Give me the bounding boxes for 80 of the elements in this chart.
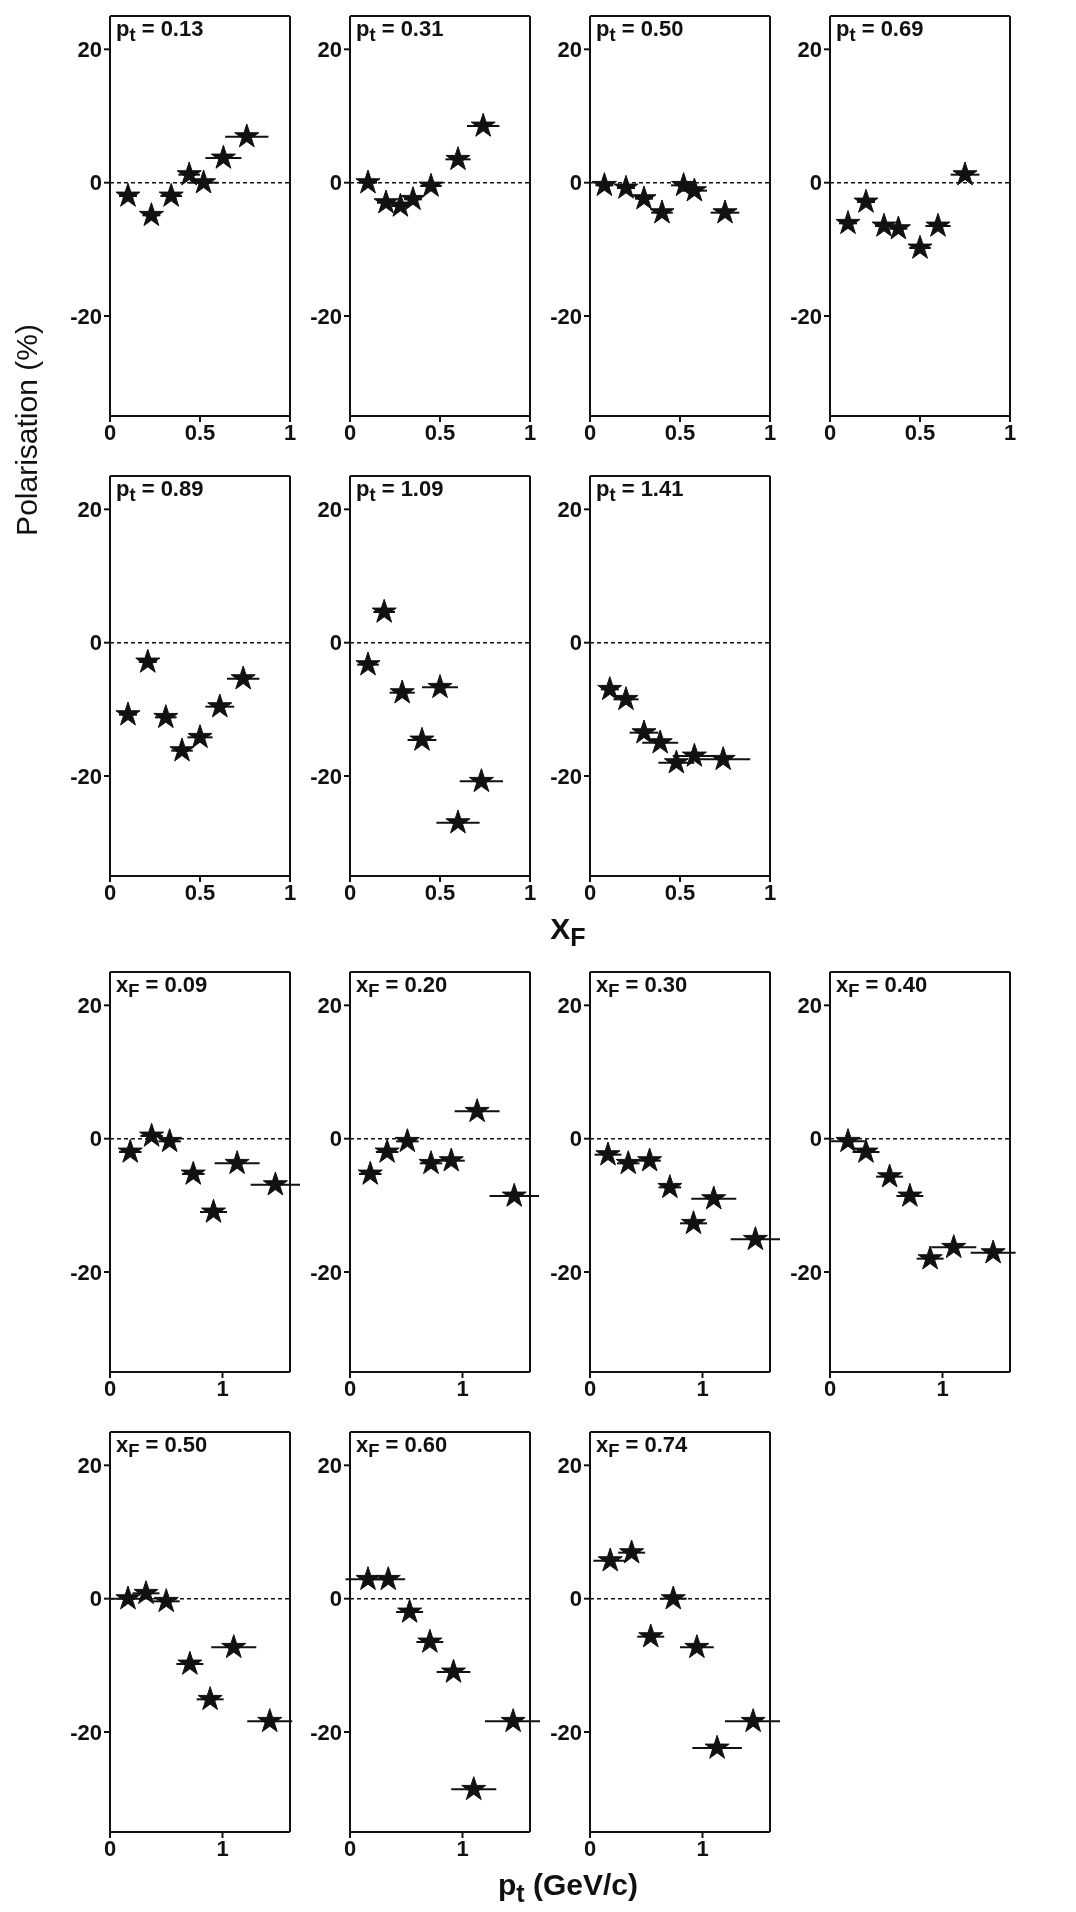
chart-title: p$_{t}$ = 0.50 (596, 16, 684, 46)
y-tick-label: 20 (557, 37, 582, 63)
y-tick-label: -20 (310, 1259, 342, 1285)
chart-title: x$_{F}$ = 0.30 (596, 972, 688, 1002)
y-tick-label: -20 (790, 303, 822, 329)
y-tick-label: -20 (310, 763, 342, 789)
y-tick-label: 20 (77, 37, 102, 63)
y-tick-label: 20 (317, 37, 342, 63)
x-axis-title: X$_{F}$ (549, 912, 587, 952)
x-tick-label: 1 (936, 1375, 949, 1401)
x-tick-label: 1 (523, 419, 537, 445)
x-tick-label: 1 (456, 1375, 469, 1401)
y-tick-label: 0 (569, 170, 582, 196)
x-tick-label: 0.5 (424, 419, 456, 445)
y-tick-label: 0 (569, 1126, 582, 1152)
x-tick-label: 1 (283, 419, 297, 445)
x-tick-label: 1 (216, 1835, 229, 1861)
y-tick-label: -20 (790, 1259, 822, 1285)
x-tick-label: 1 (1003, 419, 1017, 445)
y-tick-label: -20 (550, 763, 582, 789)
x-tick-label: 1 (523, 879, 537, 905)
y-tick-label: 20 (797, 37, 822, 63)
chart-title: x$_{F}$ = 0.60 (356, 1432, 448, 1462)
y-tick-label: 20 (77, 497, 102, 523)
y-tick-label: -20 (310, 1719, 342, 1745)
y-tick-label: -20 (550, 1719, 582, 1745)
y-tick-label: -20 (310, 303, 342, 329)
x-tick-label: 1 (283, 879, 297, 905)
y-tick-label: 0 (809, 1126, 822, 1152)
y-tick-label: 20 (557, 993, 582, 1019)
x-tick-label: 1 (763, 419, 777, 445)
x-tick-label: 0.5 (664, 879, 696, 905)
y-tick-label: -20 (550, 303, 582, 329)
chart-title: p$_{t}$ = 1.09 (356, 476, 444, 506)
x-tick-label: 1 (763, 879, 777, 905)
y-tick-label: 0 (329, 630, 342, 656)
chart-title: p$_{t}$ = 0.13 (116, 16, 204, 46)
chart-title: x$_{F}$ = 0.40 (836, 972, 928, 1002)
y-tick-label: 20 (797, 993, 822, 1019)
x-tick-label: 1 (216, 1375, 229, 1401)
y-tick-label: 0 (329, 170, 342, 196)
chart-title: x$_{F}$ = 0.50 (116, 1432, 208, 1462)
x-tick-label: 1 (696, 1375, 709, 1401)
y-tick-label: 0 (89, 1586, 102, 1612)
chart-title: x$_{F}$ = 0.09 (116, 972, 208, 1002)
y-tick-label: 20 (317, 497, 342, 523)
y-tick-label: 0 (569, 630, 582, 656)
y-tick-label: 20 (317, 1453, 342, 1479)
x-tick-label: 1 (456, 1835, 469, 1861)
chart-title: p$_{t}$ = 0.89 (116, 476, 204, 506)
chart-title: p$_{t}$ = 1.41 (596, 476, 684, 506)
y-tick-label: 20 (557, 497, 582, 523)
x-tick-label: 1 (696, 1835, 709, 1861)
y-tick-label: 0 (809, 170, 822, 196)
y-axis-title: Polarisation (%) (10, 323, 44, 538)
y-tick-label: -20 (70, 763, 102, 789)
chart-title: x$_{F}$ = 0.74 (596, 1432, 688, 1462)
y-tick-label: -20 (70, 1719, 102, 1745)
chart-title: x$_{F}$ = 0.20 (356, 972, 448, 1002)
y-tick-label: 0 (89, 1126, 102, 1152)
x-tick-label: 0.5 (184, 419, 216, 445)
chart-title: p$_{t}$ = 0.69 (836, 16, 924, 46)
y-tick-label: 20 (317, 993, 342, 1019)
x-tick-label: 0.5 (424, 879, 456, 905)
y-tick-label: -20 (550, 1259, 582, 1285)
y-tick-label: 0 (329, 1586, 342, 1612)
y-tick-label: 0 (569, 1586, 582, 1612)
y-tick-label: 0 (329, 1126, 342, 1152)
y-tick-label: 20 (77, 993, 102, 1019)
x-tick-label: 0.5 (904, 419, 936, 445)
y-tick-label: 20 (77, 1453, 102, 1479)
x-axis-title: p$_{t}$ (GeV/c) (497, 1868, 639, 1908)
y-tick-label: -20 (70, 303, 102, 329)
y-tick-label: 0 (89, 630, 102, 656)
x-tick-label: 0.5 (184, 879, 216, 905)
chart-title: p$_{t}$ = 0.31 (356, 16, 444, 46)
y-tick-label: -20 (70, 1259, 102, 1285)
y-tick-label: 20 (557, 1453, 582, 1479)
y-tick-label: 0 (89, 170, 102, 196)
x-tick-label: 0.5 (664, 419, 696, 445)
